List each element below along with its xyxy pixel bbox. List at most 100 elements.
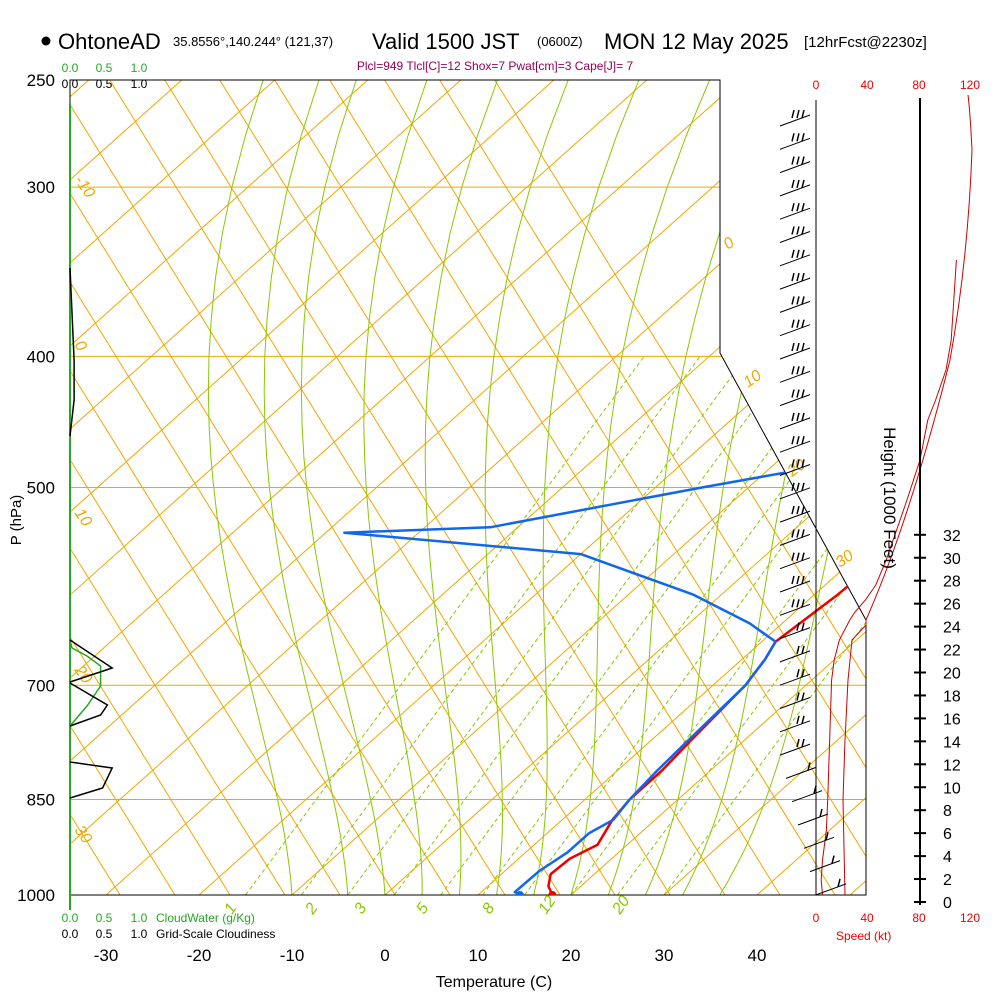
mixing-ratio-label: 20 [609,893,634,918]
cloud-water-profile [69,639,102,727]
dry-adiabat-line [70,80,286,895]
wind-barb-feather [801,133,805,142]
height-tick-label: 4 [943,849,952,866]
wind-barb-feather [801,412,805,422]
wind-barb-feather [796,412,800,422]
temperature-tick-label: 30 [655,946,674,965]
wind-barb-feather [801,529,805,538]
height-tick-label: 12 [943,757,961,774]
wind-barb-staff [779,510,811,523]
wind-barb-staff [809,860,841,873]
speed-tick-label-bottom: 80 [912,911,926,925]
moist-adiabat-line [207,80,293,895]
speed-axis-title: Speed (kt) [836,929,891,943]
cloudiness-tick-bottom: 0.0 [62,927,79,941]
wind-barb-staff [779,254,811,267]
pressure-tick-label: 850 [27,790,55,809]
wind-barb-feather [796,342,800,352]
wind-barb-feather [796,203,800,212]
height-tick-label: 2 [943,872,952,889]
wind-barb-staff [779,347,811,360]
wind-barb-feather [796,109,800,119]
wind-barb-feather [791,342,795,352]
wind-barb-feather [796,482,800,491]
wind-barb-feather [796,599,800,608]
wind-barb-staff [779,627,811,640]
moist-adiabat-line [533,80,640,895]
wind-barb-feather [796,156,800,165]
height-axis-title: Height (1000 Feet) [880,427,899,569]
wind-barb-feather [801,296,805,305]
isotherm-line [70,80,462,895]
wind-barb-staff [779,137,811,150]
wind-barb-staff [803,836,835,849]
speed-tick-label-top: 80 [912,78,926,92]
y-axis-title: P (hPa) [8,495,25,546]
wind-barb-feather [791,249,795,258]
stability-indices: Plcl=949 Tlcl[C]=12 Shox=7 Pwat[cm]=3 Ca… [357,59,634,73]
pressure-tick-label: 700 [27,676,55,695]
wind-barb-feather [801,622,805,631]
forecast-label: [12hrFcst@2230z] [804,34,927,51]
wind-speed-profile [820,259,957,896]
cloudiness-tick-top: 1.0 [131,77,148,91]
mixing-ratio-label: 3 [351,900,370,917]
height-tick-label: 10 [943,780,961,797]
profiles [343,80,866,895]
wind-barb-feather [801,575,805,585]
wind-barb-staff [779,300,811,313]
wind-barb-feather [796,389,800,398]
wind-barb-feather [796,179,800,189]
speed-tick-label-bottom: 0 [813,911,820,925]
wind-barb-feather [801,366,805,375]
pressure-tick-label: 300 [27,178,55,197]
wind-barb-staff [779,277,811,290]
moist-adiabat-line [300,80,386,895]
dry-adiabat-line [70,80,176,895]
wind-barb-feather [801,226,805,235]
wind-barb-staff [779,370,811,383]
mixing-ratio-label: 12 [535,893,559,917]
wind-barb-feather [796,622,800,631]
speed-tick-label-bottom: 120 [960,911,980,925]
wind-barb-staff [791,790,823,803]
wind-barb-feather [791,482,795,491]
cloudiness-tick-bottom: 0.5 [96,927,113,941]
wind-barb-feather [801,156,805,165]
wind-barb-feather [796,552,800,561]
isotherm-line [70,80,276,895]
wind-barb-feather [801,692,805,701]
wind-barb-staff [779,207,811,220]
wind-barb-feather [801,179,805,189]
wind-barb-feather [807,762,811,771]
adiabat-label: 10 [741,367,765,391]
wind-barb-feather [801,203,805,212]
height-tick-label: 16 [943,711,961,728]
mixing-ratio-label: 2 [302,900,322,918]
dry-adiabat-line [70,80,231,895]
height-tick-label: 28 [943,574,961,591]
speed-tick-label-top: 0 [813,78,820,92]
isotherm-line [477,80,866,895]
wind-barb-feather [801,389,805,398]
wind-barb-feather [796,226,800,235]
wind-barb-feather [801,738,805,748]
cloudiness-profile [69,761,114,799]
station-coords: 35.8556°,140.244° (121,37) [173,34,333,49]
plot-area [70,80,866,895]
wind-barb-feather [791,179,795,189]
cloud-water-tick-bottom: 0.5 [96,911,113,925]
wind-barb-staff [779,650,811,663]
valid-utc: (0600Z) [537,34,583,49]
wind-barb-staff [779,324,811,337]
height-tick-label: 30 [943,551,961,568]
wind-barb-feather [801,319,805,328]
dry-adiabat-label: 10 [71,506,95,530]
wind-barb-feather [791,133,795,142]
wind-barb-feather [796,738,800,748]
wind-barb-feather [796,669,800,678]
speed-tick-label-top: 120 [960,78,980,92]
wind-barb-feather [796,715,800,724]
